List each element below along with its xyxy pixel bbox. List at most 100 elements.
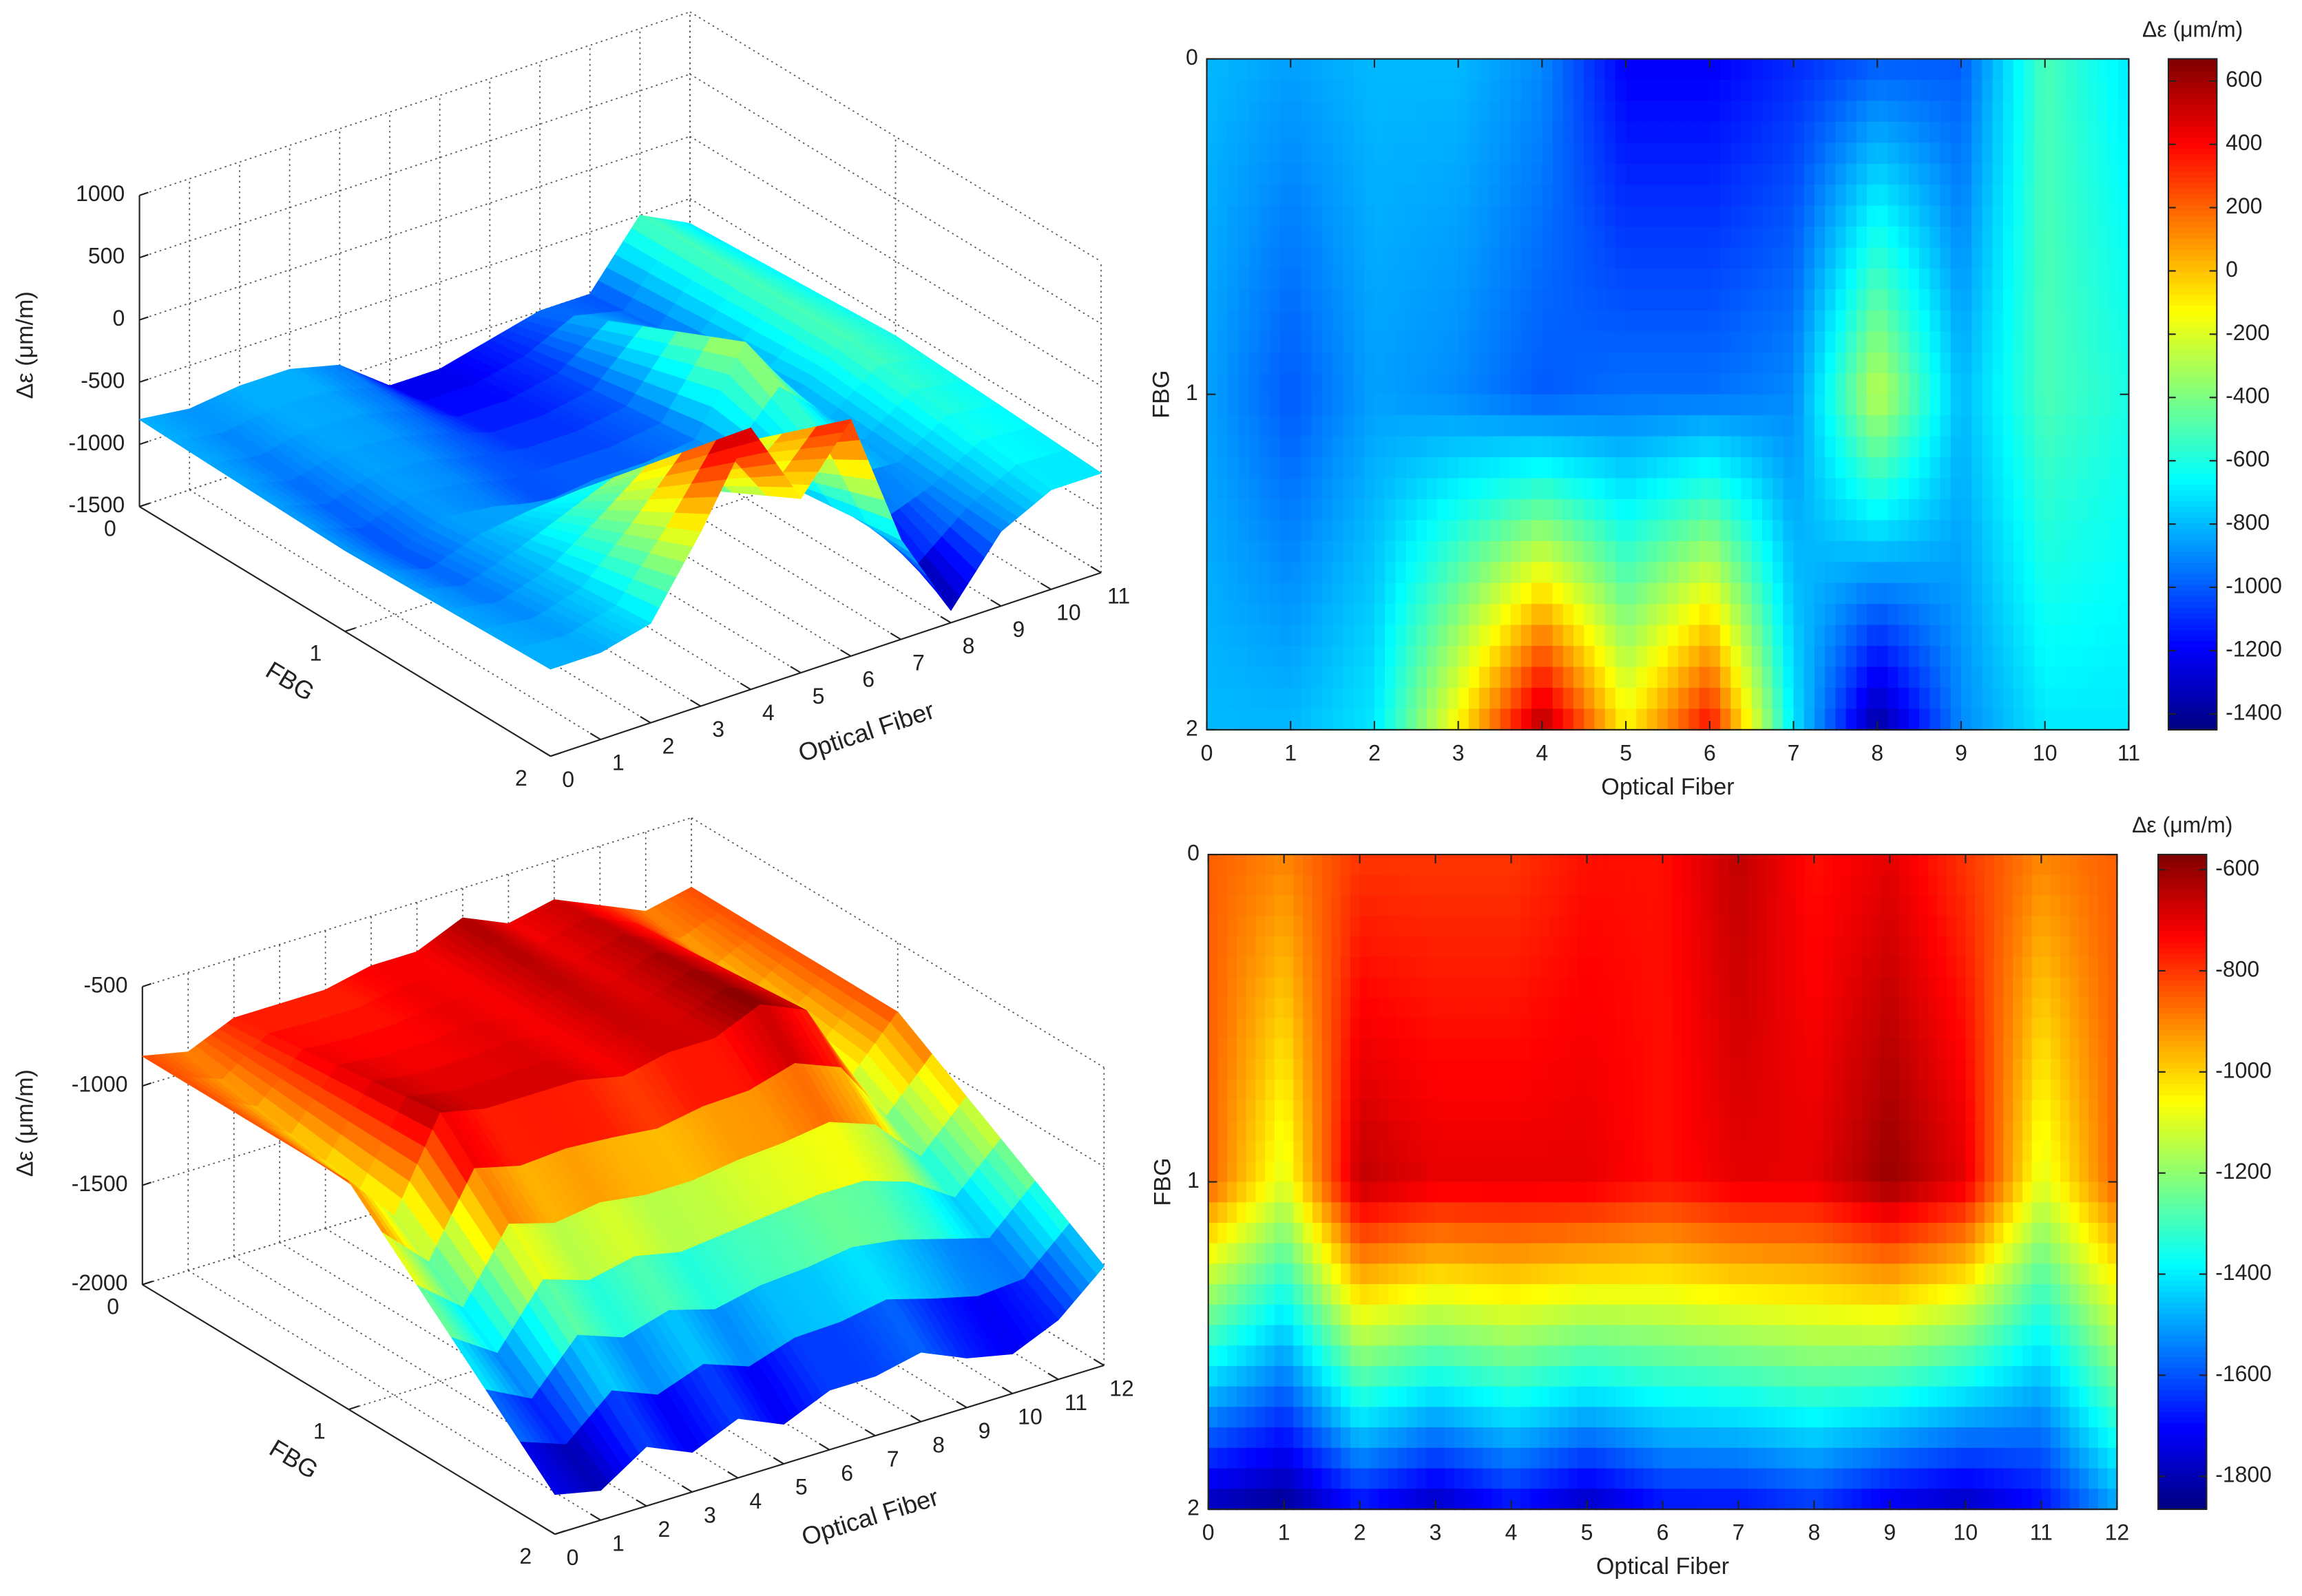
heatmap-cell bbox=[1898, 163, 1910, 186]
heatmap-cell bbox=[1395, 269, 1407, 291]
heatmap-cell bbox=[2066, 101, 2078, 123]
heatmap-cell bbox=[1416, 310, 1428, 333]
colorbar-swatch bbox=[2168, 584, 2217, 591]
heatmap-cell bbox=[1343, 498, 1354, 521]
heatmap-cell bbox=[1667, 582, 1680, 605]
heatmap-cell bbox=[1321, 79, 1334, 102]
heatmap-cell bbox=[1531, 457, 1543, 479]
heatmap-cell bbox=[1458, 436, 1470, 459]
heatmap-cell bbox=[1552, 269, 1565, 291]
heatmap-cell bbox=[1594, 373, 1606, 395]
heatmap-cell bbox=[1867, 373, 1879, 395]
heatmap-cell bbox=[1385, 604, 1396, 626]
heatmap-cell bbox=[2097, 163, 2109, 186]
heatmap-cell bbox=[1500, 143, 1512, 165]
heatmap-cell bbox=[1657, 352, 1669, 375]
heatmap-cell bbox=[1238, 520, 1250, 543]
heatmap-cell bbox=[1751, 708, 1764, 731]
heatmap-cell bbox=[1259, 143, 1271, 165]
heatmap-cell bbox=[1741, 373, 1752, 395]
heatmap-cell bbox=[1238, 708, 1250, 731]
heatmap-cell bbox=[1531, 310, 1543, 333]
heatmap-cell bbox=[1898, 415, 1910, 437]
heatmap-cell bbox=[1751, 247, 1764, 270]
heatmap-cell bbox=[1626, 373, 1637, 395]
heatmap-cell bbox=[1584, 582, 1595, 605]
heatmap-cell bbox=[2034, 59, 2046, 81]
heatmap-cell bbox=[1898, 185, 1910, 207]
heatmap-cell bbox=[1458, 646, 1470, 668]
heatmap-cell bbox=[1427, 415, 1438, 437]
heatmap-cell bbox=[1238, 646, 1250, 668]
x-tick bbox=[690, 699, 702, 707]
heatmap-cell bbox=[1217, 874, 1228, 896]
heatmap-cell bbox=[1761, 498, 1774, 521]
heatmap-cell bbox=[1437, 143, 1449, 165]
heatmap-cell bbox=[1971, 247, 1983, 270]
heatmap-cell bbox=[2118, 310, 2130, 333]
heatmap-cell bbox=[1510, 59, 1523, 81]
heatmap-cell bbox=[1321, 624, 1334, 647]
heatmap-cell bbox=[1971, 415, 1983, 437]
heatmap-cell bbox=[1584, 457, 1595, 479]
heatmap-cell bbox=[1919, 101, 1931, 123]
heatmap-cell bbox=[1374, 289, 1386, 312]
heatmap-cell bbox=[2044, 373, 2057, 395]
heatmap-cell bbox=[1636, 269, 1648, 291]
heatmap-cell bbox=[1699, 708, 1711, 731]
heatmap-cell bbox=[1584, 415, 1595, 437]
heatmap-cell bbox=[1688, 352, 1700, 375]
heatmap-cell bbox=[1971, 79, 1983, 102]
heatmap-cell bbox=[1678, 457, 1690, 479]
heatmap-cell bbox=[1908, 604, 1921, 626]
heatmap-cell bbox=[2097, 247, 2109, 270]
colorbar-swatch bbox=[2168, 187, 2217, 194]
heatmap-cell bbox=[1877, 227, 1889, 249]
heatmap-cell bbox=[1856, 394, 1868, 417]
heatmap-cell bbox=[1803, 498, 1816, 521]
heatmap-cell bbox=[1594, 289, 1606, 312]
heatmap-cell bbox=[1720, 227, 1732, 249]
heatmap-cell bbox=[1489, 582, 1501, 605]
heatmap-cell bbox=[1657, 121, 1669, 144]
heatmap-cell bbox=[1405, 289, 1418, 312]
heatmap-cell bbox=[1761, 269, 1774, 291]
heatmap-cell bbox=[1552, 310, 1565, 333]
colorbar-swatch bbox=[2168, 517, 2217, 524]
heatmap-cell bbox=[1332, 247, 1344, 270]
heatmap-cell bbox=[1615, 666, 1627, 689]
heatmap-cell bbox=[1468, 143, 1480, 165]
heatmap-cell bbox=[1573, 143, 1585, 165]
heatmap-cell bbox=[1720, 394, 1732, 417]
heatmap-cell bbox=[1353, 457, 1365, 479]
heatmap-cell bbox=[1217, 247, 1229, 270]
colorbar-swatch bbox=[2168, 349, 2217, 356]
heatmap-cell bbox=[1303, 874, 1314, 896]
heatmap-cell bbox=[1845, 101, 1858, 123]
colorbar-swatch bbox=[2168, 612, 2217, 619]
colorbar-swatch bbox=[2168, 198, 2217, 205]
heatmap-cell bbox=[1604, 331, 1617, 354]
heatmap-cell bbox=[1416, 394, 1428, 417]
heatmap-cell bbox=[1741, 163, 1752, 186]
x-tick-label: 1 bbox=[1284, 741, 1297, 766]
heatmap-cell bbox=[1405, 582, 1418, 605]
heatmap-cell bbox=[1206, 415, 1219, 437]
heatmap-cell bbox=[1321, 540, 1334, 563]
heatmap-cell bbox=[1730, 79, 1742, 102]
heatmap-cell bbox=[1908, 666, 1921, 689]
heatmap-cell bbox=[2107, 562, 2120, 585]
heatmap-cell bbox=[1814, 604, 1826, 626]
heatmap-cell bbox=[1447, 604, 1459, 626]
heatmap-cell bbox=[1395, 666, 1407, 689]
heatmap-cell bbox=[1887, 498, 1899, 521]
heatmap-cell bbox=[1982, 498, 1994, 521]
heatmap-cell bbox=[1709, 269, 1722, 291]
heatmap-cell bbox=[1929, 79, 1941, 102]
colorbar-swatch bbox=[2168, 567, 2217, 574]
heatmap-cell bbox=[1992, 331, 2005, 354]
heatmap-cell bbox=[1604, 498, 1617, 521]
heatmap-cell bbox=[1405, 666, 1418, 689]
heatmap-cell bbox=[1992, 79, 2005, 102]
heatmap-cell bbox=[1217, 1018, 1228, 1040]
